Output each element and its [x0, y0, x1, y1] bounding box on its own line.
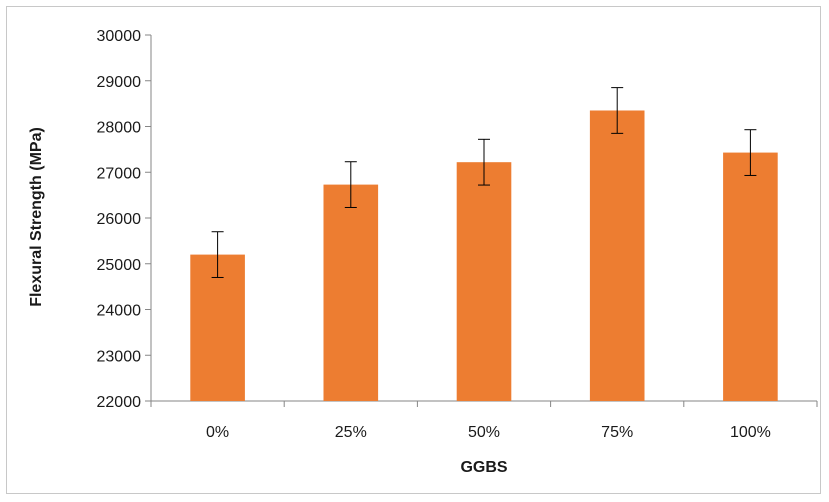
y-tick-label: 26000 [97, 211, 142, 228]
x-tick-label: 75% [601, 424, 633, 441]
y-tick-label: 27000 [97, 165, 142, 182]
bar [589, 110, 645, 402]
y-tick-label: 22000 [97, 394, 142, 411]
bar [190, 254, 245, 401]
bar-series [190, 110, 778, 402]
x-axis-title: GGBS [460, 459, 507, 476]
y-axis: 22000 23000 24000 25000 26000 27000 28000 29000… [97, 28, 152, 411]
x-tick-label: 50% [468, 424, 500, 441]
x-axis: 0% 25% 50% 75% 100% [150, 400, 818, 441]
y-tick-label: 25000 [97, 257, 142, 274]
bar [456, 162, 512, 401]
y-tick-label: 23000 [97, 348, 142, 365]
x-tick-label: 25% [335, 424, 367, 441]
x-tick-label: 0% [206, 424, 229, 441]
bar [723, 152, 778, 401]
error-bars [211, 87, 757, 278]
bar [323, 184, 379, 401]
y-tick-label: 30000 [97, 28, 142, 45]
y-tick-label: 28000 [97, 120, 142, 137]
chart-frame [6, 6, 821, 494]
y-tick-label: 24000 [97, 303, 142, 320]
y-tick-label: 29000 [97, 74, 142, 91]
y-axis-title: Flexural Strength (MPa) [28, 127, 45, 307]
x-tick-label: 100% [730, 424, 771, 441]
